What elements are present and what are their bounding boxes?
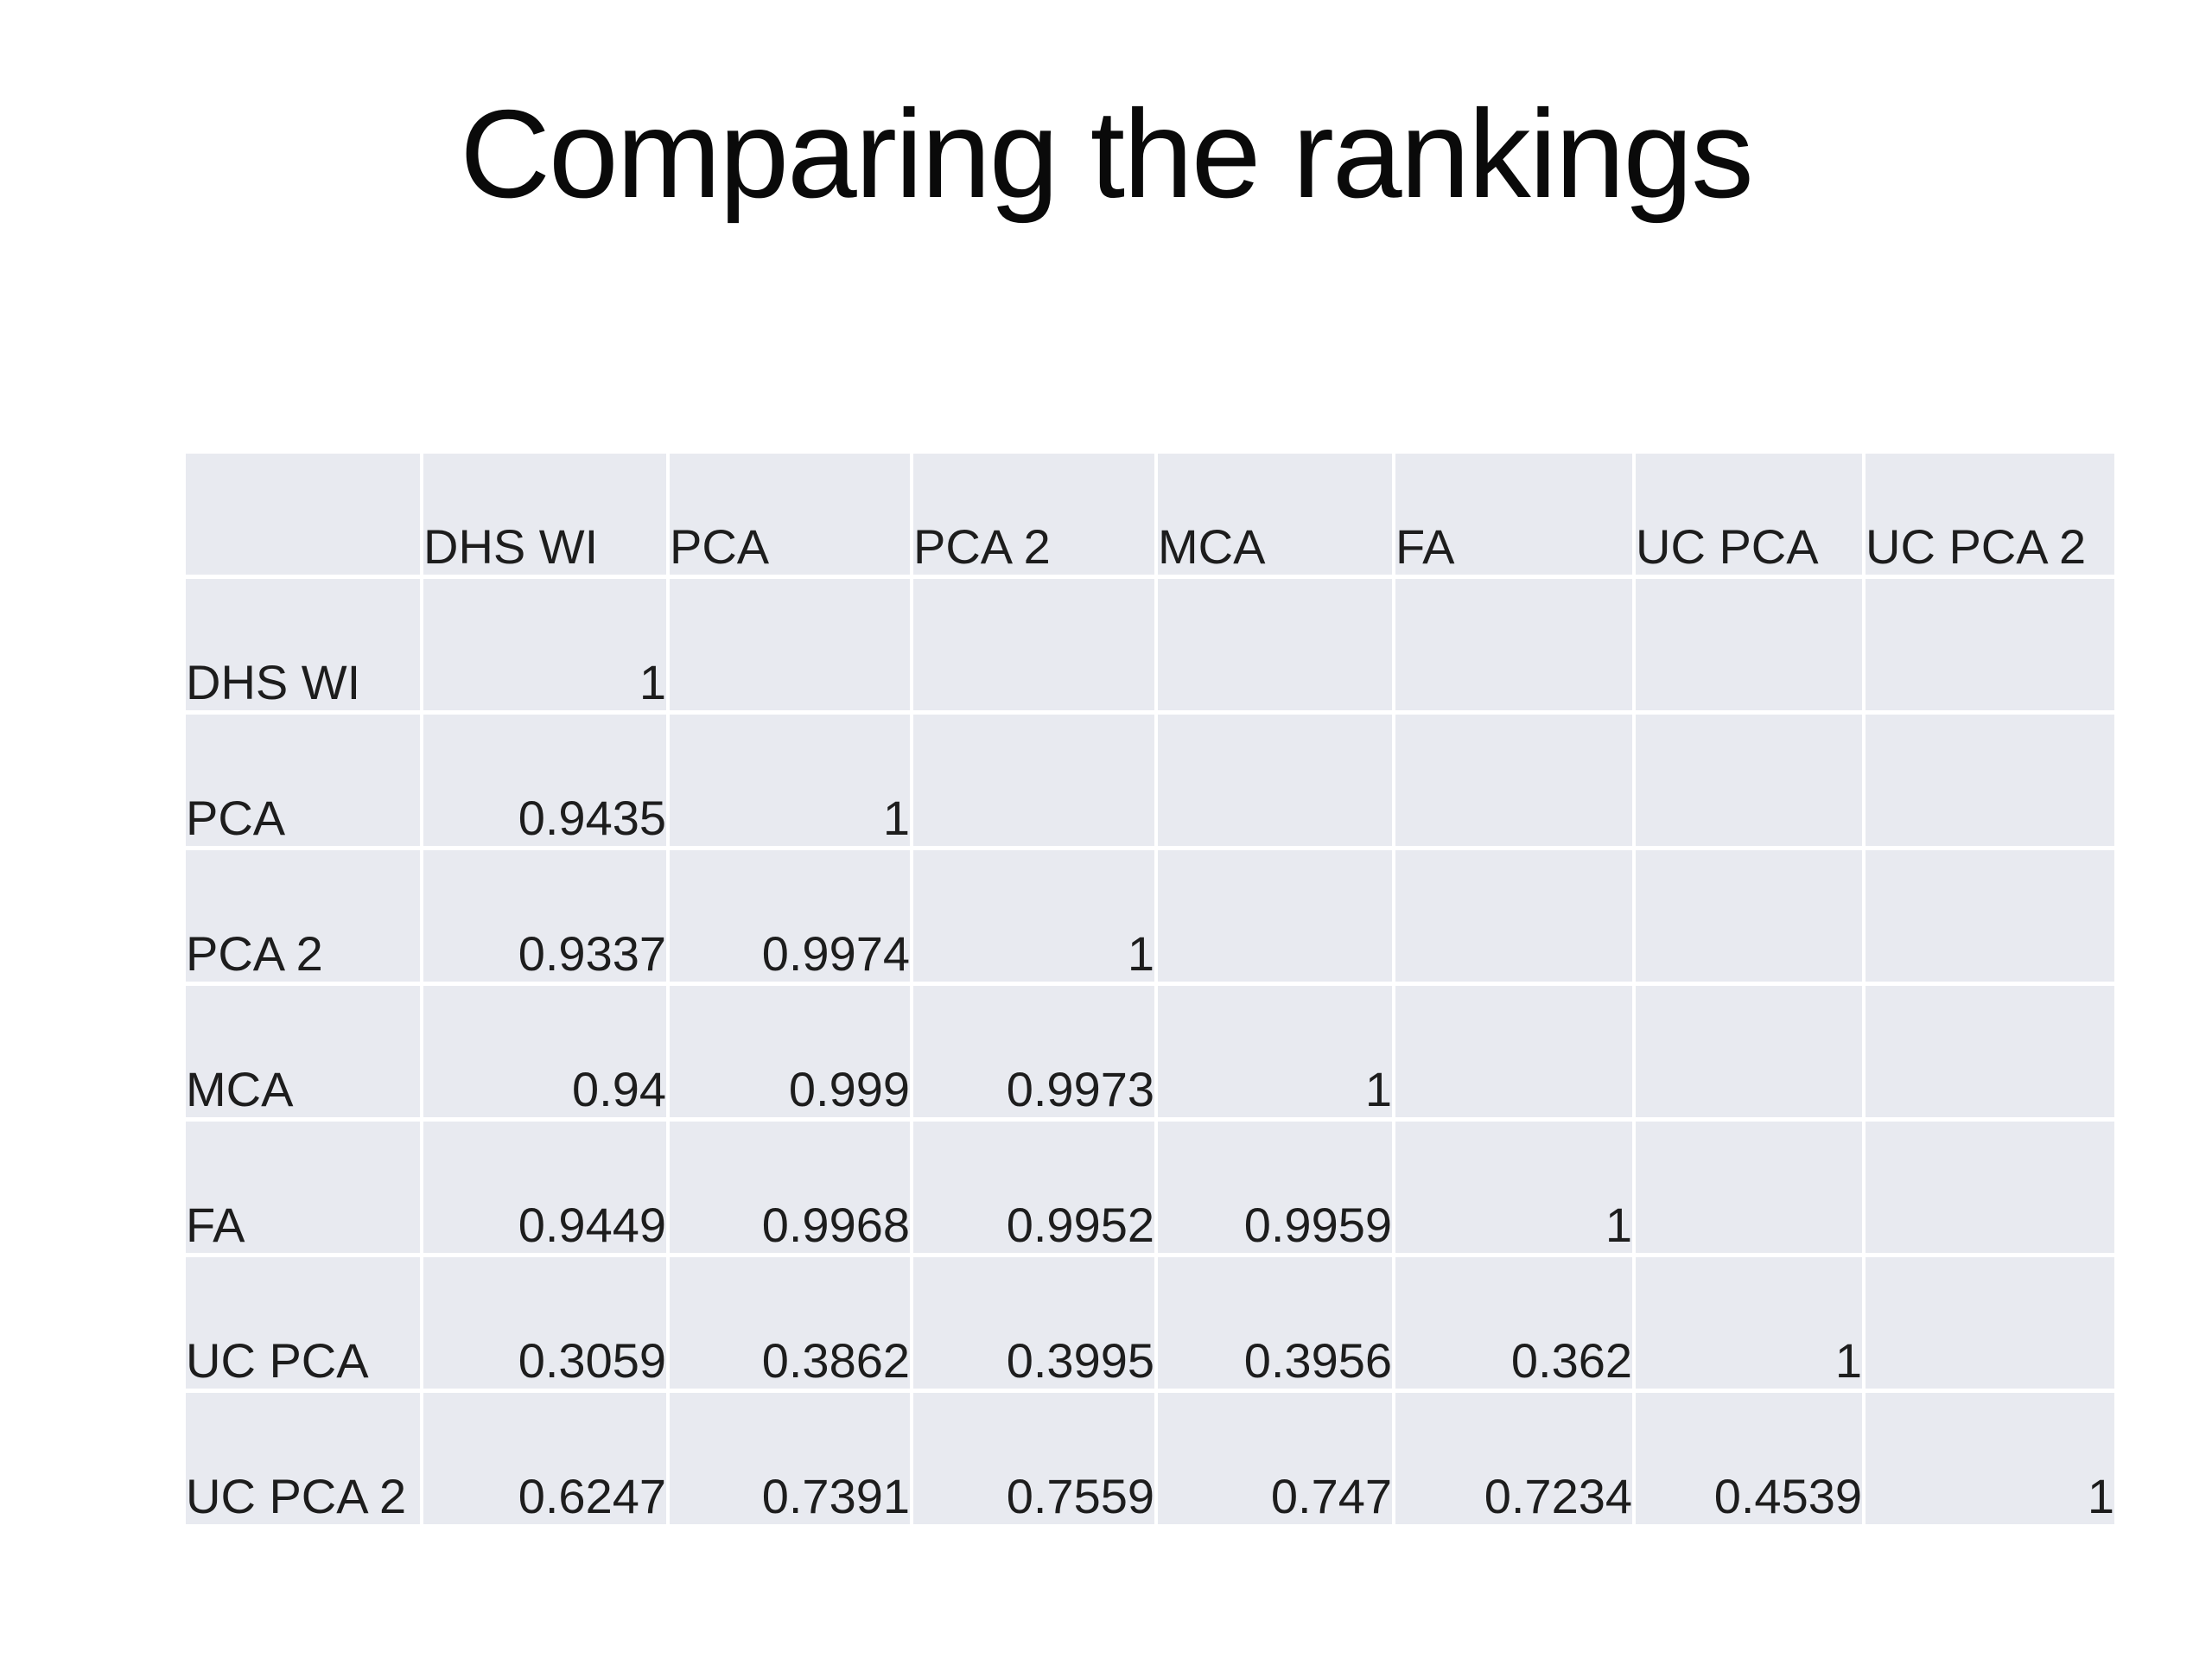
table-cell: 0.747 — [1158, 1393, 1395, 1529]
table-cell: 1 — [1158, 986, 1395, 1122]
table-cell: 0.3956 — [1158, 1257, 1395, 1393]
table-cell: 0.4539 — [1636, 1393, 1866, 1529]
row-header-mca: MCA — [186, 986, 423, 1122]
column-header-pca-2: PCA 2 — [913, 454, 1158, 579]
table-cell — [670, 579, 913, 715]
table-cell: 0.9968 — [670, 1122, 913, 1257]
table-cell — [1866, 1257, 2114, 1393]
table-cell: 0.3059 — [423, 1257, 670, 1393]
table-cell: 0.6247 — [423, 1393, 670, 1529]
table-row-dhs-wi: DHS WI 1 — [186, 579, 2114, 715]
table-row-fa: FA 0.9449 0.9968 0.9952 0.9959 1 — [186, 1122, 2114, 1257]
table-cell — [1636, 1122, 1866, 1257]
table-cell: 0.7559 — [913, 1393, 1158, 1529]
table-row-pca: PCA 0.9435 1 — [186, 715, 2114, 850]
column-header-uc-pca-2: UC PCA 2 — [1866, 454, 2114, 579]
table-cell: 0.362 — [1395, 1257, 1636, 1393]
column-header-uc-pca: UC PCA — [1636, 454, 1866, 579]
table-cell: 1 — [913, 850, 1158, 986]
corner-cell — [186, 454, 423, 579]
rankings-table: DHS WI PCA PCA 2 MCA FA UC PCA UC PCA 2 … — [186, 454, 2114, 1529]
table-cell: 0.7234 — [1395, 1393, 1636, 1529]
table-cell: 0.9449 — [423, 1122, 670, 1257]
row-header-dhs-wi: DHS WI — [186, 579, 423, 715]
column-header-pca: PCA — [670, 454, 913, 579]
row-header-uc-pca: UC PCA — [186, 1257, 423, 1393]
table-cell — [1866, 715, 2114, 850]
table-cell — [1395, 986, 1636, 1122]
table-cell: 1 — [1636, 1257, 1866, 1393]
table-cell — [1866, 986, 2114, 1122]
column-header-fa: FA — [1395, 454, 1636, 579]
column-header-dhs-wi: DHS WI — [423, 454, 670, 579]
table-cell: 0.7391 — [670, 1393, 913, 1529]
table-cell: 0.3862 — [670, 1257, 913, 1393]
table-cell: 0.999 — [670, 986, 913, 1122]
table-cell — [1158, 579, 1395, 715]
table-cell: 1 — [1395, 1122, 1636, 1257]
table-cell: 0.9974 — [670, 850, 913, 986]
table-cell — [1636, 715, 1866, 850]
table-cell: 1 — [423, 579, 670, 715]
table-row-uc-pca: UC PCA 0.3059 0.3862 0.3995 0.3956 0.362… — [186, 1257, 2114, 1393]
table-cell — [1866, 579, 2114, 715]
table-cell — [913, 715, 1158, 850]
table-row-uc-pca-2: UC PCA 2 0.6247 0.7391 0.7559 0.747 0.72… — [186, 1393, 2114, 1529]
table-cell: 0.3995 — [913, 1257, 1158, 1393]
table-cell: 0.9337 — [423, 850, 670, 986]
slide-title: Comparing the rankings — [460, 84, 1753, 224]
table-row-mca: MCA 0.94 0.999 0.9973 1 — [186, 986, 2114, 1122]
table-cell — [1158, 850, 1395, 986]
table-cell: 1 — [1866, 1393, 2114, 1529]
table-cell — [1866, 850, 2114, 986]
row-header-fa: FA — [186, 1122, 423, 1257]
table-cell — [1395, 579, 1636, 715]
table-row-pca-2: PCA 2 0.9337 0.9974 1 — [186, 850, 2114, 986]
table-cell — [1866, 1122, 2114, 1257]
table-cell — [1395, 715, 1636, 850]
header-row: DHS WI PCA PCA 2 MCA FA UC PCA UC PCA 2 — [186, 454, 2114, 579]
table-cell — [913, 579, 1158, 715]
table-cell — [1636, 986, 1866, 1122]
table-cell — [1636, 850, 1866, 986]
table-cell — [1158, 715, 1395, 850]
table-cell: 0.9435 — [423, 715, 670, 850]
row-header-pca-2: PCA 2 — [186, 850, 423, 986]
table-cell: 1 — [670, 715, 913, 850]
row-header-uc-pca-2: UC PCA 2 — [186, 1393, 423, 1529]
row-header-pca: PCA — [186, 715, 423, 850]
table-cell — [1395, 850, 1636, 986]
table-cell: 0.94 — [423, 986, 670, 1122]
table-cell — [1636, 579, 1866, 715]
column-header-mca: MCA — [1158, 454, 1395, 579]
table-cell: 0.9973 — [913, 986, 1158, 1122]
table-cell: 0.9952 — [913, 1122, 1158, 1257]
table-cell: 0.9959 — [1158, 1122, 1395, 1257]
